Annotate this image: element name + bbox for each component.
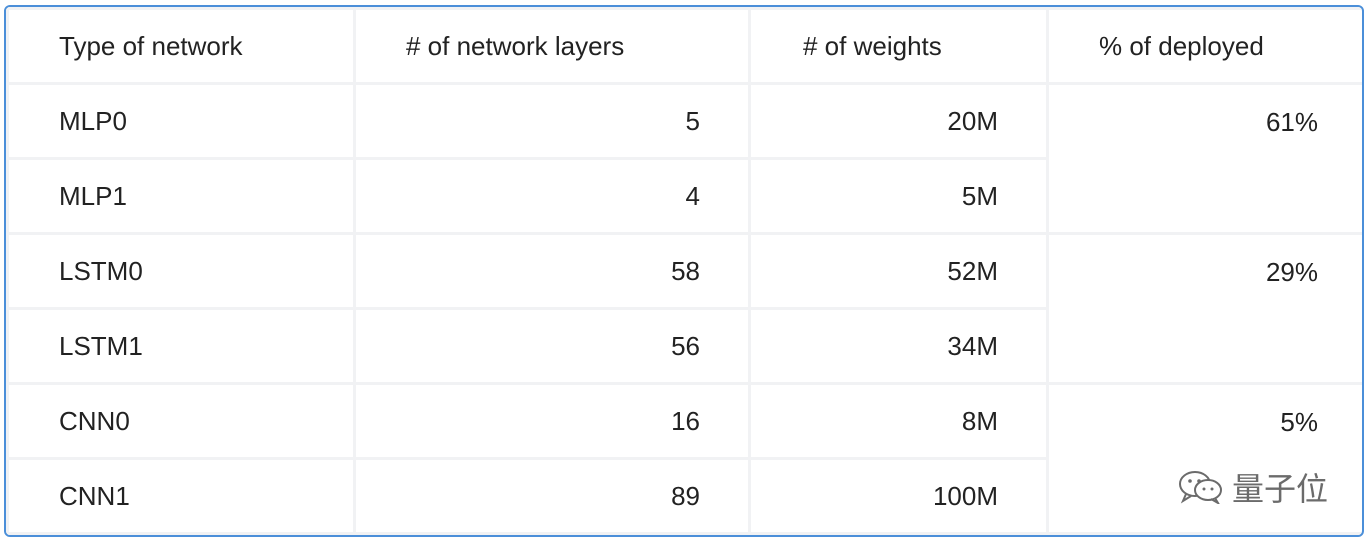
cell-weights: 5M <box>748 157 1049 235</box>
table-row: CNN1 89 100M <box>6 457 1363 535</box>
cell-deployed: 29% <box>1046 232 1362 385</box>
cell-weights: 20M <box>748 82 1049 160</box>
cell-type: CNN1 <box>6 457 356 535</box>
cell-layers: 16 <box>353 382 751 460</box>
table-row: CNN0 16 8M 5% <box>6 382 1362 535</box>
header-layers: # of network layers <box>353 7 751 85</box>
cell-type: LSTM0 <box>6 232 356 310</box>
cell-layers: 56 <box>353 307 751 385</box>
cell-type: MLP0 <box>6 82 356 160</box>
header-deployed: % of deployed <box>1046 7 1362 85</box>
wechat-icon <box>1178 471 1222 504</box>
cell-weights: 8M <box>748 382 1049 460</box>
cell-weights: 100M <box>748 457 1049 535</box>
cell-deployed: 5% <box>1046 382 1362 535</box>
cell-type: MLP1 <box>6 157 356 235</box>
watermark: 量子位 <box>1178 464 1328 510</box>
cell-layers: 5 <box>353 82 751 160</box>
table-row: LSTM1 56 34M <box>6 307 1363 385</box>
table-row: LSTM0 58 52M 29% <box>6 232 1362 385</box>
table-row: MLP1 4 5M <box>6 157 1363 235</box>
cell-type: LSTM1 <box>6 307 356 385</box>
table-frame: Type of network # of network layers # of… <box>4 5 1364 537</box>
table-header-row: Type of network # of network layers # of… <box>6 7 1362 85</box>
cell-weights: 34M <box>748 307 1049 385</box>
table-row: MLP0 5 20M 61% <box>6 82 1362 235</box>
header-weights: # of weights <box>748 7 1049 85</box>
cell-layers: 58 <box>353 232 751 310</box>
watermark-text: 量子位 <box>1231 471 1328 507</box>
cell-deployed: 61% <box>1046 82 1362 235</box>
cell-layers: 89 <box>353 457 751 535</box>
cell-layers: 4 <box>353 157 751 235</box>
cell-weights: 52M <box>748 232 1049 310</box>
network-table: Type of network # of network layers # of… <box>6 7 1363 535</box>
cell-type: CNN0 <box>6 382 356 460</box>
header-type: Type of network <box>6 7 356 85</box>
